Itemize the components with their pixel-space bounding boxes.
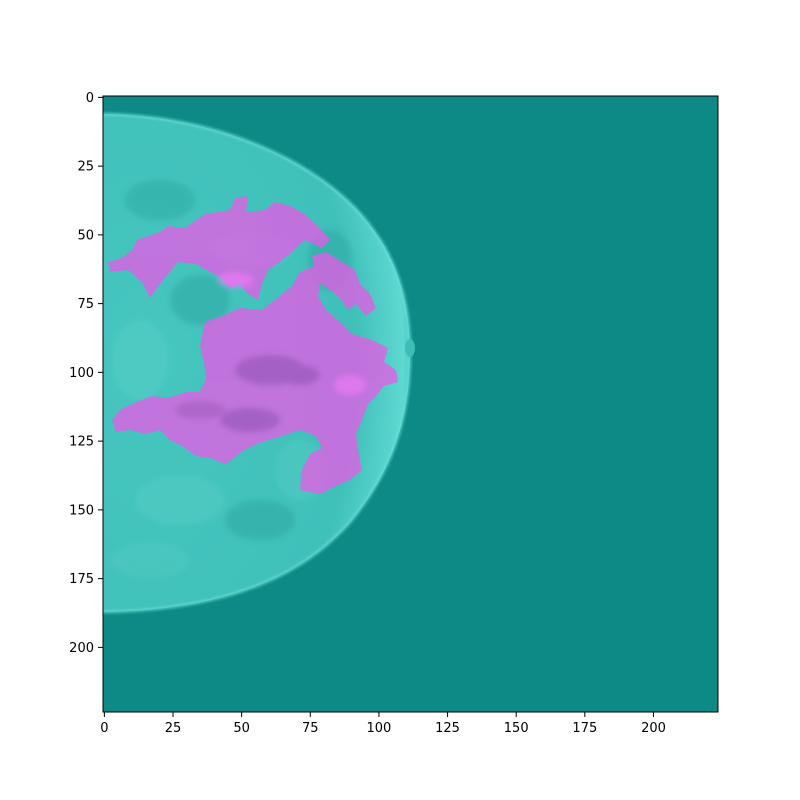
x-tick-label: 75	[302, 721, 319, 736]
y-tick-label: 200	[69, 641, 94, 656]
nipple	[405, 339, 415, 357]
y-tick-label: 25	[77, 160, 94, 175]
x-tick-label: 0	[100, 721, 108, 736]
x-tick-label: 25	[165, 721, 182, 736]
y-tick-label: 150	[69, 503, 94, 518]
y-tick-label: 0	[86, 91, 94, 106]
y-axis: 0 25 50 75 100 125 150 175 200	[69, 91, 103, 656]
image-area	[103, 96, 718, 712]
x-tick-label: 50	[233, 721, 250, 736]
y-tick-label: 175	[69, 572, 94, 587]
x-tick-label: 200	[641, 721, 666, 736]
overlay-upper-region	[108, 196, 330, 300]
overlay-right-lobe	[312, 252, 376, 316]
overlay-texture	[175, 272, 366, 432]
y-tick-label: 50	[77, 228, 94, 243]
y-tick-label: 125	[69, 435, 94, 450]
x-tick-label: 175	[572, 721, 597, 736]
x-axis: 0 25 50 75 100 125 150 175 200	[100, 712, 666, 736]
x-tick-label: 150	[504, 721, 529, 736]
y-tick-label: 100	[69, 366, 94, 381]
plot-frame	[102, 95, 719, 713]
x-tick-label: 100	[367, 721, 392, 736]
x-tick-label: 125	[435, 721, 460, 736]
y-tick-label: 75	[77, 297, 94, 312]
